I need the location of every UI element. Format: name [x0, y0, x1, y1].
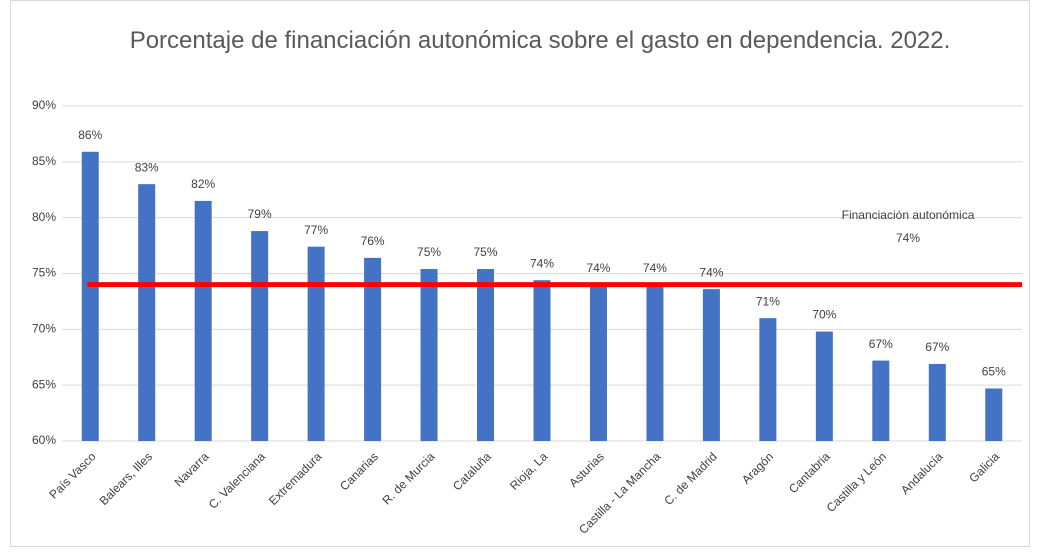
- bar: [251, 231, 269, 441]
- data-label: 79%: [248, 207, 272, 221]
- x-tick-label: Aragón: [739, 449, 776, 486]
- chart-frame: [10, 0, 1030, 547]
- data-label: 70%: [812, 308, 836, 322]
- bar: [307, 246, 325, 441]
- data-label: 67%: [925, 340, 949, 354]
- x-tick-label: Andalucía: [898, 449, 946, 497]
- x-tick-label: Rioja, La: [507, 449, 551, 493]
- data-label: 75%: [474, 245, 498, 259]
- data-label: 74%: [643, 261, 667, 275]
- data-label: 71%: [756, 294, 780, 308]
- y-tick-label: 60%: [32, 433, 56, 447]
- data-label: 86%: [78, 128, 102, 142]
- x-tick-label: Cataluña: [450, 449, 494, 493]
- x-tick-label: Canarias: [337, 449, 381, 493]
- data-label: 76%: [361, 234, 385, 248]
- x-tick-label: Navarra: [171, 449, 211, 489]
- bar: [477, 269, 495, 441]
- data-label: 83%: [135, 160, 159, 174]
- data-label: 74%: [586, 261, 610, 275]
- reference-label: 74%: [896, 231, 920, 245]
- x-tick-label: Balears, Illes: [97, 449, 155, 507]
- bar: [702, 289, 720, 441]
- y-tick-label: 65%: [32, 377, 56, 391]
- x-tick-label: Asturias: [566, 449, 607, 490]
- y-tick-label: 80%: [32, 210, 56, 224]
- bar: [759, 318, 777, 441]
- bar: [589, 284, 607, 441]
- data-label: 75%: [417, 245, 441, 259]
- data-label: 67%: [869, 337, 893, 351]
- chart-title: Porcentaje de financiación autonómica so…: [129, 27, 951, 54]
- bar: [928, 363, 946, 441]
- bar: [985, 388, 1003, 441]
- bar: [872, 360, 890, 441]
- bar: [138, 184, 156, 441]
- x-tick-label: R. de Murcia: [379, 449, 437, 507]
- data-label: 74%: [530, 256, 554, 270]
- bar: [364, 257, 382, 441]
- y-tick-label: 90%: [32, 98, 56, 112]
- x-tick-label: Extremadura: [266, 449, 325, 508]
- x-tick-label: Galicia: [966, 449, 1002, 485]
- data-label: 65%: [982, 365, 1006, 379]
- y-tick-label: 85%: [32, 154, 56, 168]
- y-tick-label: 75%: [32, 266, 56, 280]
- bar: [420, 269, 438, 441]
- bar: [81, 151, 99, 442]
- y-tick-label: 70%: [32, 322, 56, 336]
- x-tick-label: País Vasco: [46, 449, 98, 501]
- data-label: 82%: [191, 177, 215, 191]
- bar: [533, 280, 551, 441]
- bar: [646, 284, 664, 441]
- x-tick-label: C. Valenciana: [206, 449, 268, 511]
- x-tick-label: Cantabria: [786, 449, 833, 496]
- data-label: 74%: [699, 265, 723, 279]
- bar: [194, 200, 212, 441]
- reference-label: Financiación autonómica: [842, 208, 975, 222]
- x-tick-label: C. de Madrid: [661, 449, 719, 507]
- x-tick-label: Castilla y León: [824, 449, 890, 515]
- data-label: 77%: [304, 223, 328, 237]
- bar: [815, 331, 833, 441]
